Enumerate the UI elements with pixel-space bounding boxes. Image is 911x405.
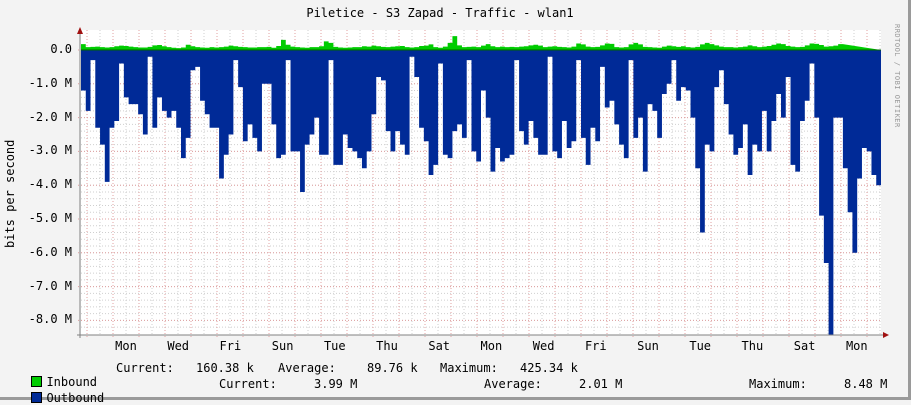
inbound-average-value: 89.76 k [367, 361, 418, 375]
legend-outbound: Outbound [17, 377, 104, 405]
outbound-swatch-icon [31, 392, 43, 403]
outbound-area [81, 50, 881, 335]
x-tick-label: Fri [584, 339, 607, 353]
y-tick-label: -2.0 M [28, 109, 72, 124]
y-tick-label: -4.0 M [28, 177, 72, 192]
inbound-swatch-icon [31, 376, 43, 387]
inbound-area [81, 36, 881, 50]
inbound-maximum-label: Maximum: [440, 361, 498, 375]
x-tick-label: Sat [793, 339, 816, 353]
x-tick-label: Mon [115, 339, 137, 353]
x-tick-label: Mon [480, 339, 503, 353]
outbound-current-label: Current: [219, 377, 277, 391]
chart-title: Piletice - S3 Zapad - Traffic - wlan1 [306, 6, 574, 20]
y-tick-label: 0.0 [50, 42, 72, 56]
outbound-label: Outbound [46, 391, 105, 405]
outbound-current-value: 3.99 M [314, 377, 358, 391]
legend-inbound: Inbound [17, 361, 97, 389]
inbound-average-label: Average: [278, 361, 336, 375]
y-axis-arrow-icon [77, 27, 83, 34]
inbound-maximum-value: 425.34 k [520, 361, 578, 375]
inbound-current-value: 160.38 k [196, 361, 254, 375]
x-tick-label: Tue [323, 339, 346, 353]
outbound-maximum-value: 8.48 M [844, 377, 888, 391]
outbound-average-value: 2.01 M [579, 377, 623, 391]
inbound-current-label: Current: [116, 361, 174, 375]
outbound-average-label: Average: [484, 377, 542, 391]
x-tick-label: Sun [637, 339, 659, 353]
x-tick-label: Sat [428, 339, 451, 353]
y-tick-label: -7.0 M [28, 278, 72, 293]
x-tick-label: Fri [219, 339, 242, 353]
x-axis-arrow-icon [883, 332, 889, 338]
inbound-label: Inbound [46, 375, 98, 389]
y-tick-label: -1.0 M [28, 75, 72, 90]
x-tick-label: Wed [532, 339, 555, 353]
x-tick-label: Thu [376, 339, 398, 353]
y-tick-label: -8.0 M [28, 312, 72, 327]
x-tick-label: Mon [845, 339, 868, 353]
x-tick-label: Tue [689, 339, 712, 353]
rrdtool-watermark: RRDTOOL / TOBI OETIKER [893, 24, 901, 128]
outbound-maximum-label: Maximum: [749, 377, 807, 391]
x-tick-label: Wed [167, 339, 190, 353]
x-tick-label: Thu [741, 339, 764, 353]
y-tick-label: -6.0 M [28, 244, 72, 259]
y-tick-label: -3.0 M [28, 143, 72, 158]
y-tick-label: -5.0 M [28, 211, 72, 225]
x-tick-label: Sun [271, 339, 294, 353]
